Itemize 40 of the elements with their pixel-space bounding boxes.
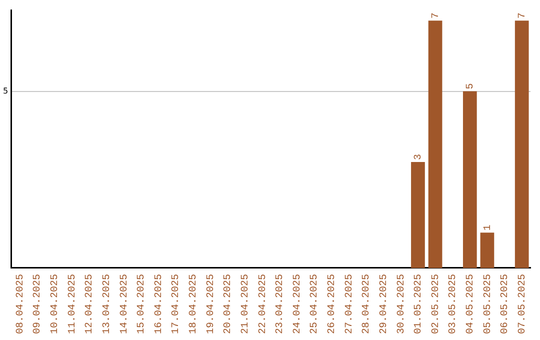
x-tick-label: 25.04.2025 xyxy=(310,274,321,334)
x-tick-label: 08.04.2025 xyxy=(15,274,26,334)
x-tick-label: 23.04.2025 xyxy=(275,274,286,334)
x-tick-label: 04.05.2025 xyxy=(466,274,477,334)
x-tick-label: 13.04.2025 xyxy=(102,274,113,334)
x-tick-label: 05.05.2025 xyxy=(482,274,494,334)
x-tick-label: 29.04.2025 xyxy=(378,274,390,334)
x-tick-label: 12.04.2025 xyxy=(84,274,96,334)
x-tick-label: 16.04.2025 xyxy=(154,274,165,334)
x-tick-label: 27.04.2025 xyxy=(344,274,356,334)
x-tick-label: 11.04.2025 xyxy=(67,274,78,334)
x-tick-label: 30.04.2025 xyxy=(396,274,408,334)
data-label: 7 xyxy=(517,12,528,19)
data-label: 1 xyxy=(482,224,494,231)
x-tick-label: 14.04.2025 xyxy=(119,274,130,334)
bar xyxy=(514,20,529,268)
bar xyxy=(462,91,477,268)
x-tick-label: 09.04.2025 xyxy=(32,274,44,334)
x-tick-label: 20.04.2025 xyxy=(223,274,234,334)
x-tick-label: 17.04.2025 xyxy=(171,274,182,334)
x-tick-label: 03.05.2025 xyxy=(448,274,460,334)
data-label: 7 xyxy=(430,12,442,19)
x-tick-label: 06.05.2025 xyxy=(500,274,512,334)
x-tick-label: 19.04.2025 xyxy=(206,274,217,334)
x-tick-label: 21.04.2025 xyxy=(240,274,252,334)
x-tick-label: 15.04.2025 xyxy=(136,274,148,334)
x-tick-label: 02.05.2025 xyxy=(430,274,442,334)
x-tick-label: 22.04.2025 xyxy=(258,274,269,334)
x-tick-label: 26.04.2025 xyxy=(327,274,338,334)
x-tick-label: 18.04.2025 xyxy=(188,274,200,334)
data-label: 3 xyxy=(414,154,425,160)
x-tick-label: 10.04.2025 xyxy=(50,274,62,334)
bar xyxy=(428,20,442,268)
data-label: 5 xyxy=(466,83,477,90)
x-tick-label: 01.05.2025 xyxy=(414,274,425,334)
x-tick-label: 24.04.2025 xyxy=(292,274,304,334)
x-tick-label: 28.04.2025 xyxy=(362,274,373,334)
bar xyxy=(411,162,425,268)
x-tick-label: 07.05.2025 xyxy=(517,274,528,334)
bar xyxy=(480,232,494,268)
